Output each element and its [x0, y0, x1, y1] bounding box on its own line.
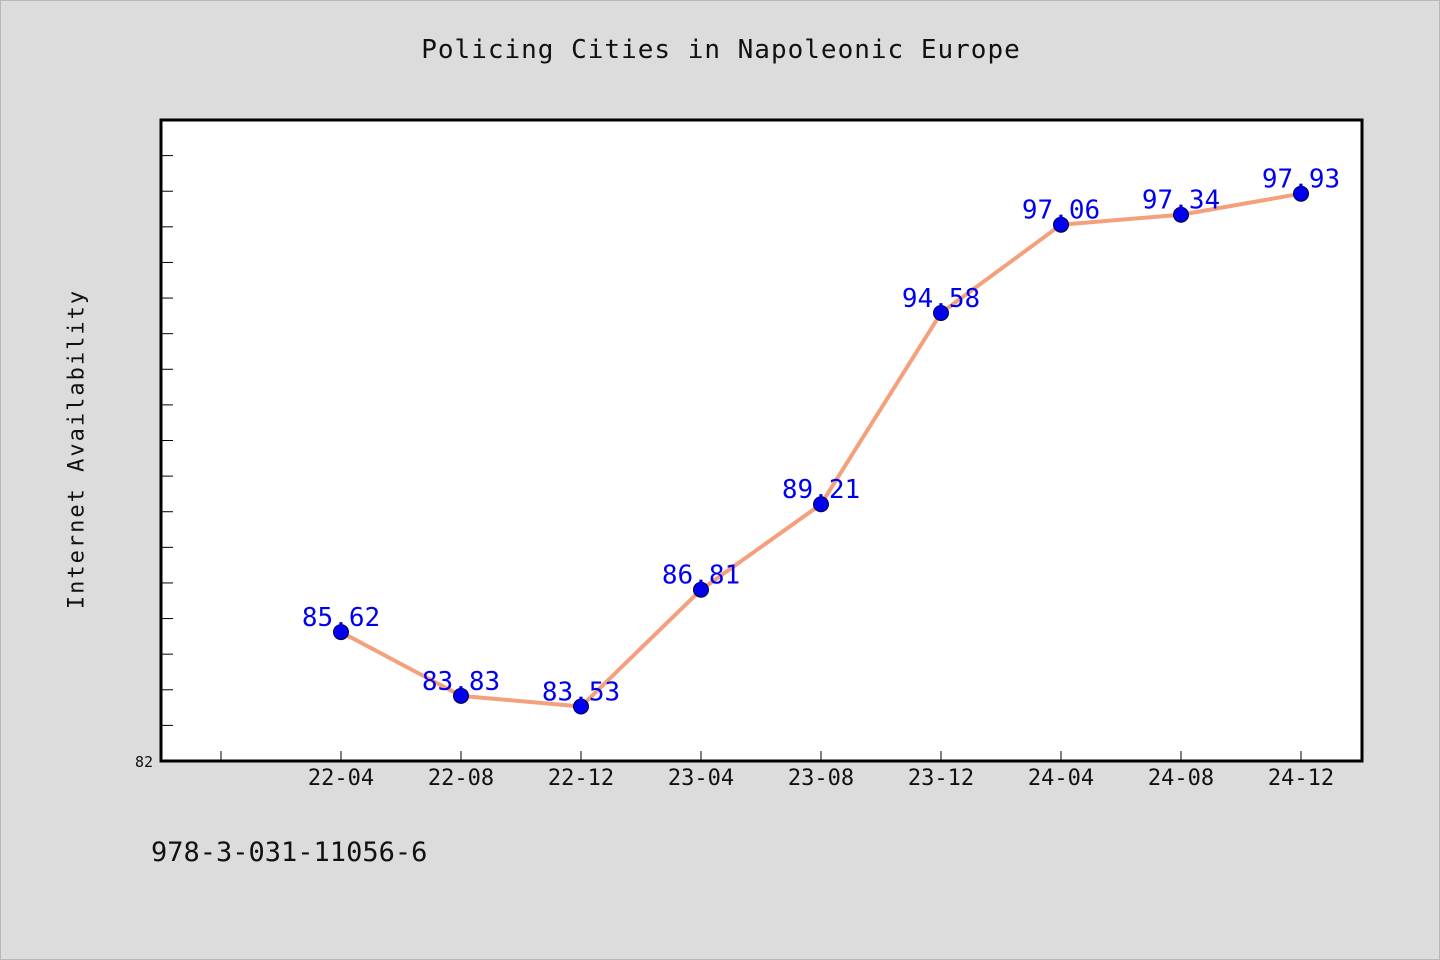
x-tick-label: 22-04: [308, 766, 374, 791]
data-label: 97.93: [1262, 165, 1340, 195]
data-labels: 85.62 83.83 83.53 86.81 89.21 94.58 97.06 97.34…: [302, 165, 1340, 708]
data-point: [693, 581, 709, 598]
footer-code: 978-3-031-11056-6: [151, 837, 428, 868]
x-axis: 22-04 22-08 22-12 23-04 23-08 23-12 24-04 24-08…: [220, 751, 1334, 791]
data-point: [333, 624, 349, 641]
x-tick-label: 24-08: [1148, 766, 1214, 791]
x-tick-label: 24-12: [1268, 766, 1334, 791]
x-tick-label: 23-08: [788, 766, 854, 791]
data-point: [453, 687, 469, 704]
data-point: [1173, 206, 1189, 223]
data-label: 97.34: [1142, 186, 1220, 216]
x-tick-label: 23-04: [668, 766, 734, 791]
y-tick-label: 82: [135, 753, 153, 771]
data-label: 86.81: [662, 561, 740, 591]
data-label: 89.21: [782, 475, 860, 505]
data-point: [813, 496, 829, 513]
data-label: 94.58: [902, 284, 980, 314]
data-label: 83.83: [422, 667, 500, 697]
data-label: 83.53: [542, 678, 620, 708]
series-layer: [333, 185, 1309, 715]
x-tick-label: 22-12: [548, 766, 614, 791]
chart-title: Policing Cities in Napoleonic Europe: [421, 35, 1021, 65]
data-label: 85.62: [302, 603, 380, 633]
data-point: [1293, 185, 1309, 202]
data-point: [933, 305, 949, 322]
data-point: [573, 698, 589, 715]
y-axis: 82: [135, 155, 173, 771]
plot-area: [159, 118, 1364, 763]
x-tick-label: 23-12: [908, 766, 974, 791]
data-point: [1053, 216, 1069, 233]
x-tick-label: 22-08: [428, 766, 494, 791]
x-tick-label: 24-04: [1028, 766, 1094, 791]
data-label: 97.06: [1022, 196, 1100, 226]
